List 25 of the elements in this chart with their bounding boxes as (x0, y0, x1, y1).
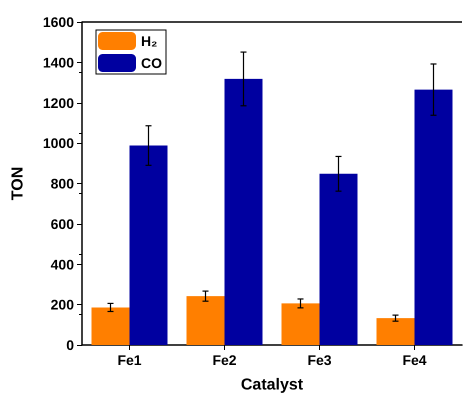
y-tick-label: 600 (50, 216, 74, 232)
bar (376, 318, 414, 345)
y-tick-label: 1200 (42, 94, 74, 111)
y-tick-label: 800 (50, 176, 74, 192)
bar (224, 78, 262, 345)
bar (414, 90, 452, 345)
y-tick-label: 1400 (42, 54, 74, 70)
bar (130, 146, 168, 345)
x-tick-label: Fe2 (212, 352, 237, 368)
bar (92, 307, 130, 345)
x-tick-label: Fe3 (307, 352, 332, 368)
legend-label: CO (141, 55, 162, 71)
y-tick-label: 1000 (42, 135, 74, 152)
legend-label: H₂ (141, 33, 158, 49)
x-axis-title: Catalyst (240, 376, 304, 394)
x-tick-label: Fe4 (402, 352, 427, 368)
y-tick-label: 400 (50, 256, 74, 272)
y-tick-label: 0 (66, 337, 74, 353)
y-tick-label: 200 (50, 296, 74, 313)
bar (320, 174, 358, 345)
y-tick-label: 1600 (42, 14, 74, 30)
y-axis-title: TON (10, 166, 26, 200)
bar (282, 303, 320, 345)
x-tick-label: Fe1 (117, 352, 142, 368)
bar (186, 296, 224, 345)
